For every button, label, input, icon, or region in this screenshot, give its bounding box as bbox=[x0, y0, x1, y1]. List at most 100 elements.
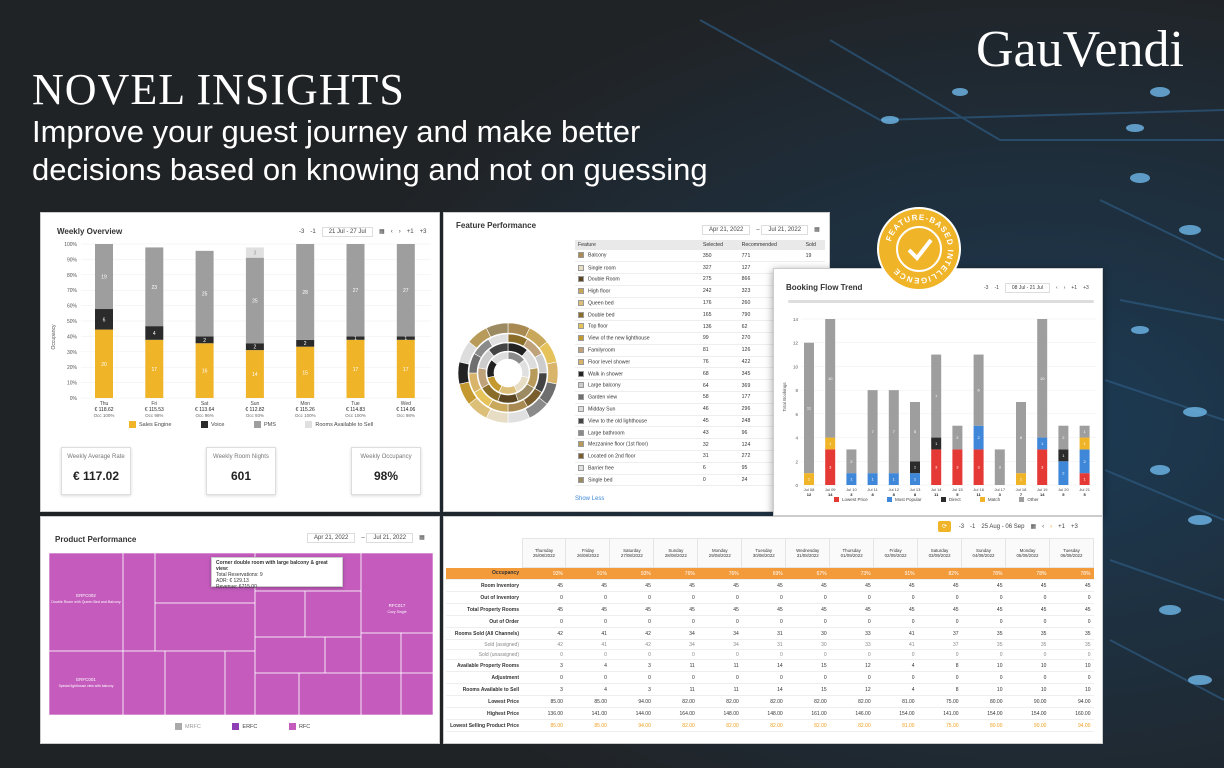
bar-segment bbox=[1037, 319, 1048, 438]
day-header: Friday 02/09/2022 bbox=[873, 538, 919, 568]
metric-cell: 45 bbox=[741, 579, 786, 592]
feature-from-date[interactable]: Apr 21, 2022 bbox=[702, 225, 751, 235]
show-less-link[interactable]: Show Less bbox=[575, 496, 605, 502]
metric-cell: 69% bbox=[741, 567, 786, 580]
column-header[interactable]: Recommended bbox=[738, 240, 803, 250]
metric-cell: 10 bbox=[961, 683, 1006, 696]
bar-value-label: 2 bbox=[850, 459, 853, 464]
nav-minus-1[interactable]: -1 bbox=[310, 229, 316, 235]
bar-segment bbox=[888, 473, 899, 485]
feature-to-date[interactable]: Jul 21, 2022 bbox=[761, 225, 809, 235]
column-header[interactable]: Feature bbox=[575, 240, 700, 250]
metric-cell: 82.00 bbox=[653, 719, 698, 732]
metric-cell: 41 bbox=[565, 639, 610, 650]
calendar-icon[interactable]: ▦ bbox=[1030, 524, 1037, 530]
calendar-icon[interactable]: ▦ bbox=[814, 227, 820, 233]
metric-cell: 82.00 bbox=[697, 719, 742, 732]
metric-cell: 90.00 bbox=[1005, 695, 1050, 708]
bar-segment bbox=[973, 449, 984, 485]
chevron-right-icon[interactable]: › bbox=[1063, 285, 1066, 291]
metric-cell: 0 bbox=[1049, 591, 1094, 604]
nav-plus-1[interactable]: +1 bbox=[406, 229, 414, 235]
tooltip-line: Revenue: 6715.00 bbox=[216, 584, 257, 590]
metric-cell: 0 bbox=[741, 671, 786, 684]
nav-plus-1[interactable]: +1 bbox=[1071, 285, 1078, 291]
metric-cell: 90.00 bbox=[1005, 719, 1050, 732]
row-label: Occupancy bbox=[446, 567, 522, 580]
metric-cell: 82.00 bbox=[785, 719, 830, 732]
bar-value-label: 3 bbox=[977, 465, 980, 470]
metric-cell: 0 bbox=[1005, 615, 1050, 628]
day-header: Wednesday 31/08/2022 bbox=[785, 538, 831, 568]
chevron-left-icon[interactable]: ‹ bbox=[1056, 285, 1058, 291]
x-tick-label: Jul 13 bbox=[910, 487, 921, 492]
chevron-left-icon[interactable]: ‹ bbox=[390, 229, 393, 235]
column-header[interactable]: Sold bbox=[802, 240, 825, 250]
metric-cell: 0 bbox=[829, 615, 874, 628]
metric-cell: 33 bbox=[829, 639, 874, 650]
cell-text: 68 bbox=[702, 370, 709, 377]
column-header[interactable]: Selected bbox=[699, 240, 739, 250]
nav-plus-1[interactable]: +1 bbox=[1058, 524, 1065, 530]
cell-text: Top floor bbox=[588, 323, 608, 330]
bar-value-label: 2 bbox=[203, 338, 206, 344]
metric-cell: 75.00 bbox=[917, 719, 962, 732]
calendar-icon[interactable]: ▦ bbox=[419, 535, 425, 541]
metric-cell: 0 bbox=[653, 591, 698, 604]
metric-cell: 14 bbox=[741, 659, 786, 672]
cell-text: 124 bbox=[741, 441, 751, 448]
nav-minus-3[interactable]: -3 bbox=[984, 285, 989, 291]
date-range-slider[interactable] bbox=[788, 300, 1094, 303]
chevron-right-icon[interactable]: › bbox=[1050, 524, 1053, 530]
metric-cell: 0 bbox=[741, 591, 786, 604]
metric-cell: 10 bbox=[961, 659, 1006, 672]
date: 01/09/2022 bbox=[840, 553, 863, 558]
nav-minus-3[interactable]: -3 bbox=[299, 229, 305, 235]
nav-plus-3[interactable]: +3 bbox=[1070, 524, 1078, 530]
metric-cell: 34 bbox=[653, 627, 698, 640]
metric-cell: 0 bbox=[917, 649, 962, 660]
chevron-right-icon[interactable]: › bbox=[398, 229, 401, 235]
bar-segment bbox=[145, 339, 164, 398]
calendar-icon[interactable]: ▦ bbox=[379, 229, 385, 235]
date: 29/08/2022 bbox=[708, 553, 731, 558]
tooltip-line: ADR: € 129.13 bbox=[216, 578, 249, 584]
cell-text: 165 bbox=[702, 311, 712, 318]
metric-row: Out of Order 0 0 0 0 0 0 0 0 0 0 0 0 0 bbox=[446, 615, 1094, 628]
bar-segment bbox=[1058, 449, 1069, 462]
nav-minus-1[interactable]: -1 bbox=[994, 285, 999, 291]
nav-plus-3[interactable]: +3 bbox=[1083, 285, 1089, 291]
metric-cell: 85.00 bbox=[565, 719, 610, 732]
metric-cell: 45 bbox=[741, 603, 786, 616]
chevron-left-icon[interactable]: ‹ bbox=[1042, 524, 1045, 530]
bar-value-label: 10 bbox=[1040, 376, 1045, 381]
table-row: Balcony 350 771 19 bbox=[575, 250, 825, 263]
product-to-date[interactable]: Jul 21, 2022 bbox=[366, 533, 414, 543]
bar-segment bbox=[804, 342, 814, 474]
product-from-date[interactable]: Apr 21, 2022 bbox=[307, 533, 356, 543]
cell-text: 45 bbox=[702, 418, 709, 425]
date-range[interactable]: 21 Jul - 27 Jul bbox=[321, 227, 374, 237]
metric-cell: 0 bbox=[565, 591, 610, 604]
color-swatch bbox=[578, 382, 584, 389]
nav-plus-3[interactable]: +3 bbox=[419, 229, 427, 235]
bar-segment bbox=[346, 336, 365, 340]
bar-value-label: 1 bbox=[354, 336, 357, 342]
metric-cell: 12 bbox=[829, 683, 874, 696]
day-header: Tuesday 30/08/2022 bbox=[741, 538, 787, 568]
cell-text: 327 bbox=[702, 264, 712, 271]
y-tick-label: 90% bbox=[67, 257, 78, 263]
color-swatch bbox=[578, 252, 584, 259]
date-range[interactable]: 08 Jul - 21 Jul bbox=[1004, 283, 1051, 293]
nav-minus-1[interactable]: -1 bbox=[970, 524, 976, 530]
nav-minus-3[interactable]: -3 bbox=[958, 524, 965, 530]
color-swatch bbox=[578, 465, 584, 472]
table-cell: 19 bbox=[802, 250, 825, 263]
bar-segment bbox=[1016, 402, 1026, 474]
table-row: Double Room 275 866 bbox=[575, 273, 825, 286]
date-range[interactable]: 25 Aug - 06 Sep bbox=[981, 524, 1025, 530]
refresh-icon[interactable]: ⟳ bbox=[938, 521, 952, 532]
sunburst-segment bbox=[488, 342, 509, 357]
daily-occupancy-label: Occ 96% bbox=[195, 413, 213, 418]
bar-value-label: 1 bbox=[1020, 477, 1023, 482]
